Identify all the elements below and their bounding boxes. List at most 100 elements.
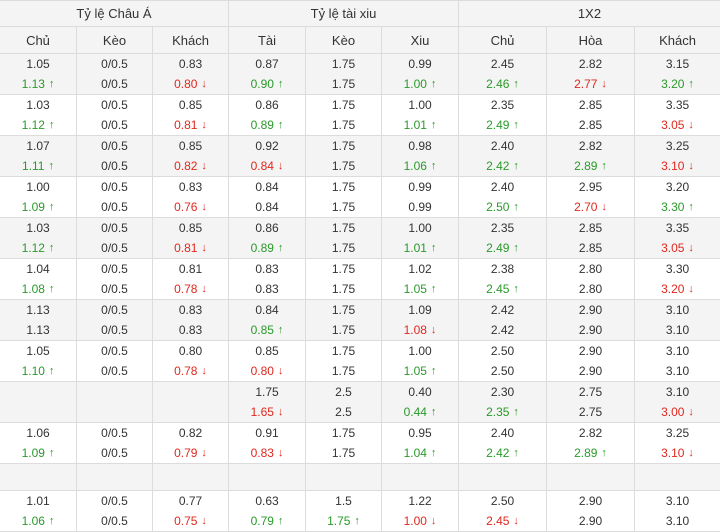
odds-value: 0.44	[403, 405, 427, 419]
opening-odds: 1.09	[408, 300, 431, 320]
arrow-up-icon: ↑	[430, 160, 437, 172]
current-odds: 0.99	[408, 197, 431, 217]
current-odds: 1.75	[332, 197, 355, 217]
cell-asia-away: 0.82 0.79 ↓	[153, 423, 229, 464]
odds-value: 1.75	[331, 57, 356, 71]
odds-value: 3.35	[665, 98, 690, 112]
opening-odds: 0.98	[408, 136, 431, 156]
odds-value: 0/0.5	[101, 494, 128, 508]
current-odds: 1.01 ↑	[404, 115, 437, 135]
opening-odds: 2.75	[579, 382, 602, 402]
opening-odds: 2.40	[491, 136, 514, 156]
odds-value: 1.09	[21, 446, 45, 460]
col-asia-home: Chủ	[0, 27, 77, 54]
cell-1x2-home: 2.40 2.50 ↑	[459, 177, 547, 218]
odds-value: 0.80	[250, 364, 274, 378]
arrow-down-icon: ↓	[277, 406, 284, 418]
opening-odds: 0.40	[408, 382, 431, 402]
cell-under: 1.02 1.05 ↑	[382, 259, 459, 300]
opening-odds: 1.75	[332, 136, 355, 156]
cell-asia-away: 0.85 0.82 ↓	[153, 136, 229, 177]
odds-value: 1.10	[21, 364, 45, 378]
arrow-up-icon: ↑	[48, 78, 55, 90]
opening-odds: 1.00	[26, 177, 49, 197]
odds-value: 2.89	[574, 446, 598, 460]
arrow-down-icon: ↓	[277, 365, 284, 377]
cell-asia-away: 0.81 0.78 ↓	[153, 259, 229, 300]
cell-1x2-draw: 2.75 2.75	[547, 382, 635, 423]
odds-value: 1.00	[26, 180, 50, 194]
odds-value: 0.89	[250, 118, 274, 132]
current-odds: 1.04 ↑	[404, 443, 437, 463]
cell-1x2-draw: 2.85 2.85	[547, 95, 635, 136]
cell-1x2-home: 2.50 2.50	[459, 341, 547, 382]
current-odds: 2.45 ↑	[486, 279, 519, 299]
odds-value: 3.15	[665, 57, 690, 71]
arrow-down-icon: ↓	[688, 283, 694, 295]
odds-value: 2.90	[578, 323, 603, 337]
current-odds: 1.75	[332, 156, 355, 176]
odds-value: 0.75	[174, 514, 198, 528]
cell-asia-home: 1.06 1.09 ↑	[0, 423, 77, 464]
odds-value: 0.85	[178, 98, 203, 112]
current-odds: 3.10	[666, 511, 689, 531]
opening-odds: 2.38	[491, 259, 514, 279]
odds-value: 3.10	[661, 446, 685, 460]
cell-over: 0.87 0.90 ↑	[229, 54, 306, 95]
opening-odds: 3.15	[666, 54, 689, 74]
current-odds: 2.77 ↓	[574, 74, 607, 94]
odds-value: 0.91	[255, 426, 279, 440]
cell-asia-away: 0.85 0.81 ↓	[153, 95, 229, 136]
odds-value: 0/0.5	[101, 77, 128, 91]
odds-value: 3.10	[665, 323, 690, 337]
cell-over: 0.83 0.83	[229, 259, 306, 300]
odds-value: 0.87	[255, 57, 279, 71]
odds-value: 0.86	[255, 221, 279, 235]
odds-value: 2.90	[578, 303, 603, 317]
arrow-up-icon: ↑	[513, 201, 519, 213]
arrow-up-icon: ↑	[48, 447, 55, 459]
current-odds: 1.00 ↓	[404, 511, 437, 531]
cell-1x2-home: 2.38 2.45 ↑	[459, 259, 547, 300]
odds-value: 1.09	[21, 200, 45, 214]
current-odds: 3.30 ↑	[661, 197, 694, 217]
arrow-up-icon: ↑	[513, 160, 519, 172]
odds-value: 3.10	[665, 344, 690, 358]
opening-odds: 0.85	[179, 218, 202, 238]
opening-odds: 0.77	[179, 491, 202, 511]
current-odds: 1.75	[332, 279, 355, 299]
odds-value: 1.00	[408, 98, 432, 112]
cell-1x2-away: 3.35 3.05 ↓	[635, 218, 720, 259]
current-odds: 2.90	[579, 361, 602, 381]
odds-value: 3.20	[661, 77, 685, 91]
opening-odds: 2.5	[335, 382, 352, 402]
arrow-up-icon: ↑	[430, 406, 437, 418]
arrow-down-icon: ↓	[201, 365, 207, 377]
opening-odds: 3.10	[666, 341, 689, 361]
column-header-row: Chủ Kèo Khách Tài Kèo Xiu Chủ Hòa Khách	[0, 27, 720, 54]
current-odds: 0.83	[179, 320, 202, 340]
odds-row: 1.05 1.10 ↑ 0/0.5 0/0.5 0.80 0.78 ↓ 0.85 0.80 ↓ 1.7…	[0, 341, 720, 382]
current-odds: 1.75	[332, 320, 355, 340]
col-over: Tài	[229, 27, 306, 54]
odds-value: 0.76	[174, 200, 198, 214]
arrow-up-icon: ↑	[513, 447, 519, 459]
cell-1x2-away: 3.25 3.10 ↓	[635, 423, 720, 464]
cell-1x2-away: 3.15 3.20 ↑	[635, 54, 720, 95]
arrow-up-icon: ↑	[354, 515, 360, 527]
arrow-down-icon: ↓	[201, 447, 207, 459]
current-odds: 0.44 ↑	[404, 402, 437, 422]
cell-over: 0.63 0.79 ↑	[229, 491, 306, 532]
cell-over: 0.84 0.84	[229, 177, 306, 218]
odds-value: 0/0.5	[101, 262, 128, 276]
odds-value: 0.90	[250, 77, 274, 91]
current-odds: 2.42 ↑	[486, 156, 519, 176]
arrow-up-icon: ↑	[601, 160, 607, 172]
odds-value: 1.04	[26, 262, 50, 276]
odds-value: 1.08	[403, 323, 427, 337]
cell-ou-line: 1.75 1.75	[306, 177, 382, 218]
opening-odds: 3.10	[666, 300, 689, 320]
col-under: Xiu	[382, 27, 459, 54]
cell-asia-handicap: 0/0.5 0/0.5	[77, 259, 153, 300]
arrow-down-icon: ↓	[201, 78, 207, 90]
